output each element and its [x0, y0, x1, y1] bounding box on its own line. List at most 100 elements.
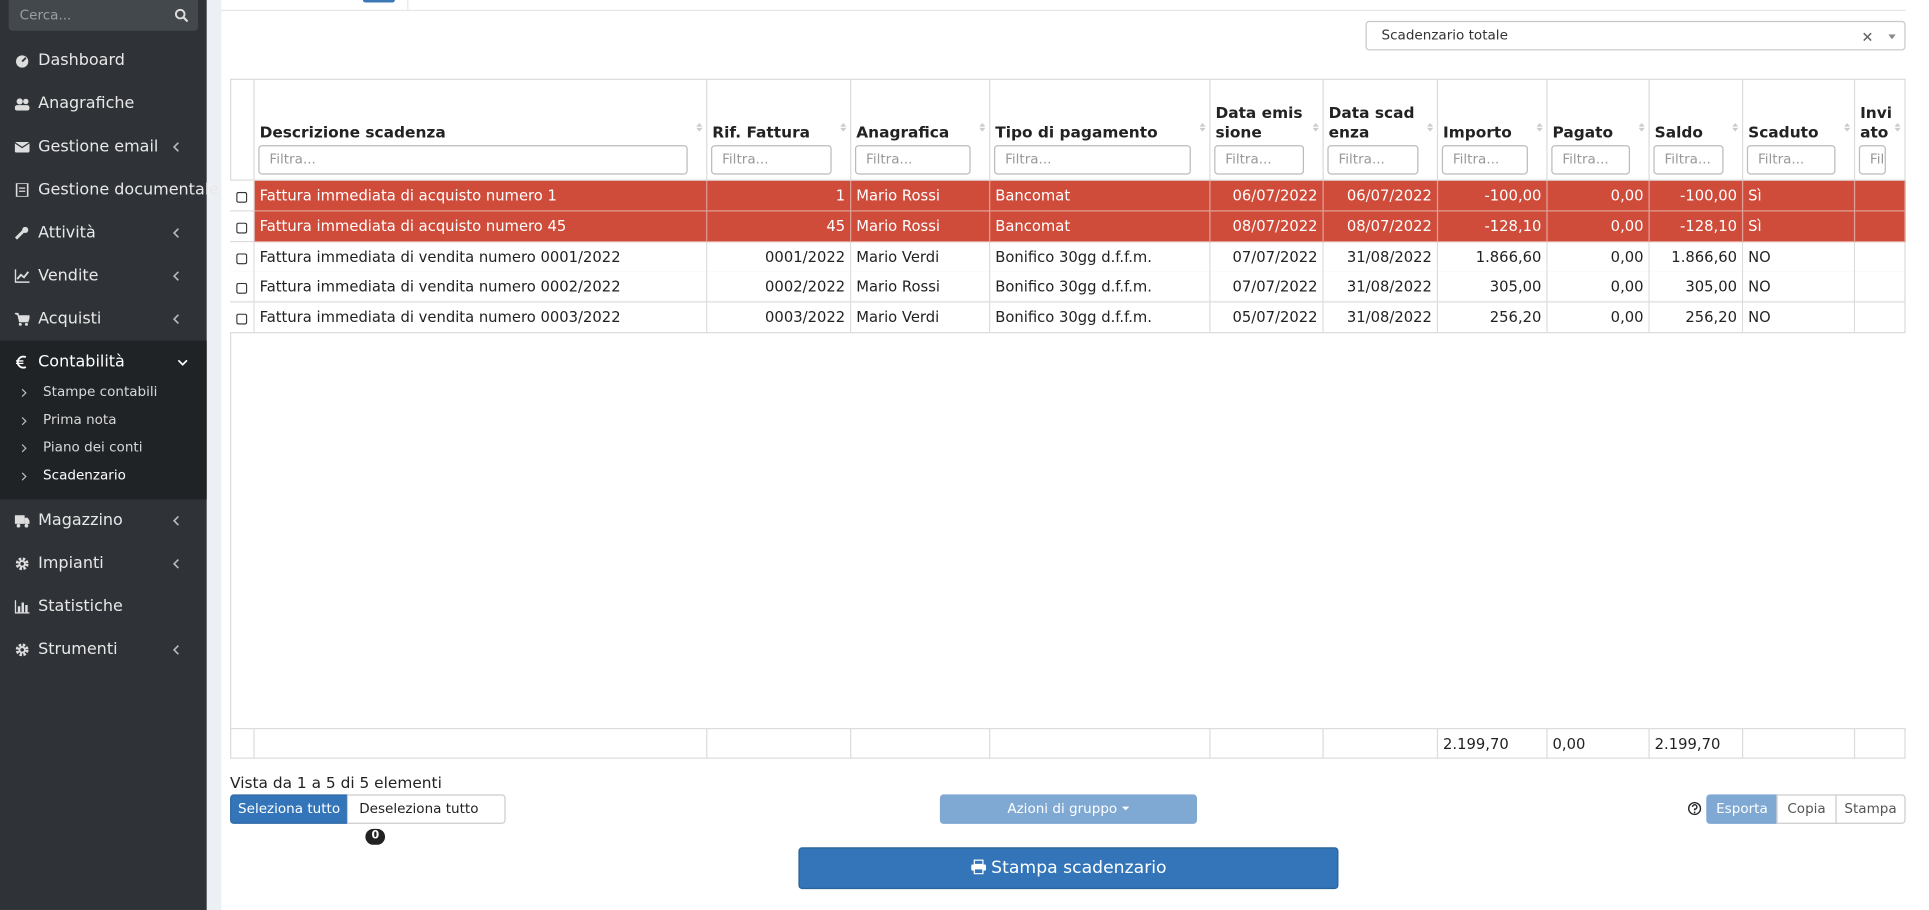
- column-filter[interactable]: Filtra...: [258, 145, 688, 175]
- sort-indicator: [1536, 122, 1543, 132]
- footer-cell: [851, 727, 991, 759]
- copy-button[interactable]: Copia: [1776, 794, 1837, 824]
- menu-item[interactable]: Attività: [0, 212, 207, 255]
- search-icon: [174, 8, 189, 23]
- column-header: Inviato: [1860, 103, 1893, 142]
- footer-cell: [254, 727, 708, 759]
- column-filter[interactable]: Filtra...: [854, 145, 971, 175]
- column-filter[interactable]: Filtra...: [1214, 145, 1305, 175]
- table-cell: 1: [707, 180, 852, 212]
- submenu-item[interactable]: Stampe contabili: [0, 379, 207, 406]
- table-cell: -128,10: [1438, 211, 1548, 243]
- row-checkbox[interactable]: [236, 283, 248, 295]
- header-cell[interactable]: Importo Filtra...: [1438, 78, 1548, 181]
- table-cell: Sì: [1743, 180, 1856, 212]
- search-box[interactable]: Cerca...: [8, 0, 199, 31]
- menu-label: Strumenti: [38, 641, 118, 660]
- column-filter[interactable]: Filtra...: [1653, 145, 1724, 175]
- menu-arrow: [172, 228, 179, 238]
- header-cell[interactable]: Data scadenza Filtra...: [1323, 78, 1439, 181]
- row-checkbox[interactable]: [236, 191, 248, 203]
- menu-item[interactable]: Anagrafiche: [0, 82, 207, 125]
- print-button[interactable]: Stampa: [1835, 794, 1906, 824]
- header-cell[interactable]: Rif. Fattura Filtra...: [707, 78, 852, 181]
- column-filter[interactable]: Filtra...: [994, 145, 1191, 175]
- row-select-cell: [230, 211, 255, 243]
- menu-item[interactable]: Vendite: [0, 255, 207, 298]
- submenu-item[interactable]: Prima nota: [0, 407, 207, 434]
- row-checkbox[interactable]: [236, 222, 248, 234]
- select-all-button[interactable]: Seleziona tutto: [230, 794, 349, 824]
- header-cell[interactable]: Pagato Filtra...: [1547, 78, 1650, 181]
- header-cell[interactable]: Scaduto Filtra...: [1743, 78, 1856, 181]
- menu-item[interactable]: Impianti: [0, 543, 207, 586]
- help-icon: [1688, 801, 1702, 816]
- table-cell: 256,20: [1649, 302, 1744, 334]
- header-cell[interactable]: Descrizione scadenza Filtra...: [254, 78, 708, 181]
- table-cell: 05/07/2022: [1210, 302, 1324, 334]
- menu-item[interactable]: Gestione documentale: [0, 168, 219, 211]
- filter-select[interactable]: Scadenzario totale: [1365, 20, 1906, 51]
- submenu-item[interactable]: Piano dei conti: [0, 434, 207, 461]
- table-cell: 0003/2022: [707, 302, 852, 334]
- caret: [1122, 806, 1130, 811]
- submenu-item[interactable]: Scadenzario: [0, 462, 207, 489]
- submenu-arrow: [21, 472, 27, 481]
- menu-item[interactable]: Gestione email: [0, 125, 207, 168]
- row-select-cell: [230, 302, 255, 334]
- header-cell[interactable]: Anagrafica Filtra...: [851, 78, 991, 181]
- clear-icon[interactable]: [1863, 32, 1873, 42]
- column-filter[interactable]: Filtra...: [711, 145, 832, 175]
- table-cell: 1.866,60: [1649, 241, 1744, 273]
- table-cell: 0,00: [1547, 272, 1650, 303]
- column-filter[interactable]: Filtra...: [1441, 145, 1528, 175]
- column-filter[interactable]: Filtra...: [1551, 145, 1631, 175]
- column-header: Data scadenza: [1328, 103, 1415, 142]
- total-cell: 2.199,70: [1438, 727, 1548, 759]
- submenu-label: Prima nota: [43, 411, 117, 428]
- export-button[interactable]: Esporta: [1706, 794, 1778, 824]
- menu-icon: [15, 55, 29, 68]
- menu-item[interactable]: Dashboard: [0, 39, 207, 82]
- table-cell: 0,00: [1547, 180, 1650, 212]
- menu-item[interactable]: Magazzino: [0, 500, 207, 543]
- table-cell: Bancomat: [990, 180, 1211, 212]
- menu-label: Dashboard: [38, 51, 125, 71]
- menu-item[interactable]: Statistiche: [0, 586, 207, 629]
- table-cell: Mario Rossi: [851, 180, 991, 212]
- menu-item[interactable]: Contabilità: [0, 341, 207, 384]
- header-cell[interactable]: Inviato Filtra...: [1855, 78, 1906, 181]
- submenu-arrow: [21, 388, 27, 398]
- table-cell: Bancomat: [990, 211, 1211, 243]
- column-filter[interactable]: Filtra...: [1327, 145, 1419, 175]
- dropdown-caret: [1888, 34, 1896, 40]
- deselect-all-button[interactable]: Deseleziona tutto 0: [346, 794, 506, 845]
- row-checkbox[interactable]: [236, 252, 248, 264]
- column-header: Rif. Fattura: [712, 122, 811, 142]
- column-filter[interactable]: Filtra...: [1746, 145, 1836, 175]
- menu-icon: [15, 183, 29, 197]
- menu-item[interactable]: Strumenti: [0, 629, 207, 672]
- menu-item[interactable]: Acquisti: [0, 298, 207, 341]
- row-checkbox[interactable]: [236, 313, 248, 325]
- menu-icon: [14, 226, 29, 240]
- table-cell: 1.866,60: [1438, 241, 1548, 273]
- button-label: Azioni di gruppo: [1007, 800, 1118, 817]
- menu-arrow: [172, 271, 179, 281]
- footer-cell: [1323, 727, 1439, 759]
- filter-select-value: Scadenzario totale: [1381, 27, 1508, 44]
- table-cell: 06/07/2022: [1323, 180, 1439, 212]
- header-cell[interactable]: Data emissione Filtra...: [1210, 78, 1324, 181]
- footer-cell: [230, 727, 255, 759]
- table-cell: 07/07/2022: [1210, 241, 1324, 273]
- column-filter[interactable]: Filtra...: [1858, 145, 1886, 175]
- group-actions-button[interactable]: Azioni di gruppo: [939, 794, 1197, 824]
- row-select-cell: [230, 180, 255, 212]
- header-cell[interactable]: Tipo di pagamento Filtra...: [990, 78, 1211, 181]
- print-schedule-button[interactable]: Stampa scadenzario: [798, 847, 1339, 890]
- table-cell: 08/07/2022: [1323, 211, 1439, 243]
- header-cell[interactable]: Saldo Filtra...: [1649, 78, 1744, 181]
- table-cell: -100,00: [1438, 180, 1548, 212]
- sort-indicator: [1638, 122, 1645, 132]
- table-cell: Fattura immediata di acquisto numero 1: [254, 180, 708, 212]
